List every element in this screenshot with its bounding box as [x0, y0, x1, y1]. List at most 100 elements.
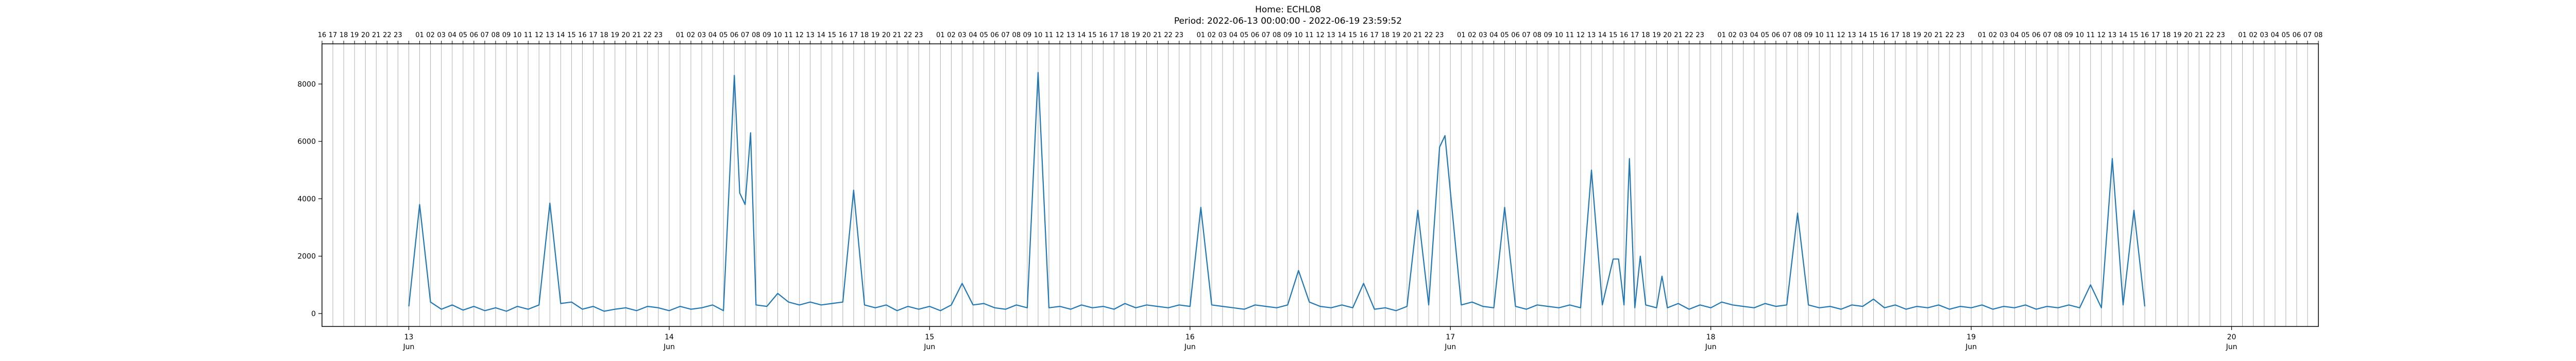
- top-hour-label: 20: [1142, 31, 1151, 39]
- top-hour-label: 10: [2075, 31, 2084, 39]
- series-line: [408, 72, 2146, 312]
- top-hour-label: 06: [1511, 31, 1520, 39]
- top-hour-label: 01: [1457, 31, 1466, 39]
- top-hour-label: 10: [1034, 31, 1043, 39]
- y-tick-label: 0: [311, 310, 316, 318]
- top-hour-label: 02: [1989, 31, 1997, 39]
- y-tick-label: 8000: [297, 80, 316, 89]
- top-hour-label: 16: [2141, 31, 2149, 39]
- top-hour-label: 19: [871, 31, 880, 39]
- top-hour-label: 16: [318, 31, 327, 39]
- top-hour-label: 08: [492, 31, 500, 39]
- top-hour-label: 08: [2314, 31, 2323, 39]
- top-hour-label: 09: [1023, 31, 1032, 39]
- x-tick-day-label: 14: [665, 333, 674, 341]
- top-hour-label: 11: [1305, 31, 1314, 39]
- top-hour-label: 15: [1348, 31, 1357, 39]
- top-hour-label: 19: [611, 31, 619, 39]
- top-hour-label: 06: [470, 31, 479, 39]
- top-hour-label: 17: [850, 31, 858, 39]
- top-hour-label: 20: [2184, 31, 2193, 39]
- top-hour-label: 21: [1935, 31, 1943, 39]
- top-hour-label: 15: [1869, 31, 1878, 39]
- top-hour-label: 21: [372, 31, 381, 39]
- top-hour-label: 18: [860, 31, 869, 39]
- top-hour-label: 13: [1066, 31, 1075, 39]
- x-tick-day-label: 20: [2227, 333, 2236, 341]
- top-hour-label: 05: [1240, 31, 1249, 39]
- top-hour-label: 04: [708, 31, 717, 39]
- top-hour-label: 16: [1620, 31, 1629, 39]
- top-hour-label: 16: [1359, 31, 1368, 39]
- top-hour-label: 09: [762, 31, 771, 39]
- top-hour-label: 10: [1815, 31, 1824, 39]
- top-hour-label: 04: [2010, 31, 2019, 39]
- top-hour-label: 11: [1566, 31, 1574, 39]
- top-hour-label: 09: [1283, 31, 1292, 39]
- top-hour-label: 11: [1826, 31, 1835, 39]
- top-hour-label: 03: [1999, 31, 2008, 39]
- top-hour-label: 18: [340, 31, 348, 39]
- top-hour-label: 12: [1837, 31, 1845, 39]
- top-hour-label: 14: [817, 31, 825, 39]
- top-hour-label: 22: [2206, 31, 2214, 39]
- top-hour-label: 18: [1121, 31, 1129, 39]
- top-hour-label: 22: [904, 31, 912, 39]
- top-hour-label: 13: [806, 31, 815, 39]
- top-hour-label: 14: [1337, 31, 1346, 39]
- top-hour-label: 03: [698, 31, 706, 39]
- top-hour-label: 08: [1533, 31, 1541, 39]
- top-hour-label: 20: [621, 31, 630, 39]
- top-hour-label: 19: [1652, 31, 1661, 39]
- top-hour-label: 21: [2195, 31, 2204, 39]
- top-hour-label: 18: [1641, 31, 1650, 39]
- top-hour-label: 11: [784, 31, 793, 39]
- top-hour-label: 14: [2119, 31, 2128, 39]
- top-hour-label: 20: [1924, 31, 1933, 39]
- top-hour-label: 20: [361, 31, 370, 39]
- top-hour-label: 18: [1902, 31, 1910, 39]
- top-hour-label: 18: [1381, 31, 1390, 39]
- top-hour-label: 23: [1696, 31, 1704, 39]
- top-hour-label: 17: [1110, 31, 1118, 39]
- top-hour-label: 05: [719, 31, 728, 39]
- top-hour-label: 19: [350, 31, 359, 39]
- top-hour-label: 17: [589, 31, 598, 39]
- top-hour-label: 04: [969, 31, 977, 39]
- x-tick-month-label: Jun: [1444, 343, 1456, 351]
- top-hour-label: 11: [524, 31, 533, 39]
- top-hour-label: 19: [1131, 31, 1140, 39]
- y-axis: 0 2000 4000 6000 8000: [297, 80, 322, 318]
- top-hour-label: 06: [730, 31, 739, 39]
- top-hour-label: 09: [502, 31, 511, 39]
- top-hour-label: 19: [2173, 31, 2182, 39]
- top-hour-label: 20: [1663, 31, 1672, 39]
- top-hour-label: 07: [1001, 31, 1010, 39]
- plot-frame: [321, 43, 2319, 327]
- top-hour-label: 23: [394, 31, 402, 39]
- top-hour-label: 09: [2064, 31, 2073, 39]
- top-hour-label: 03: [1739, 31, 1748, 39]
- top-hour-label: 07: [481, 31, 489, 39]
- x-tick-month-label: Jun: [663, 343, 675, 351]
- top-hour-label: 12: [535, 31, 544, 39]
- top-hour-label: 10: [513, 31, 522, 39]
- top-hour-label: 10: [773, 31, 782, 39]
- top-hour-label: 23: [1435, 31, 1444, 39]
- top-hour-label: 07: [1262, 31, 1270, 39]
- x-tick-month-label: Jun: [1184, 343, 1196, 351]
- hour-grid-lines: [321, 41, 2319, 326]
- top-hour-label: 17: [1891, 31, 1900, 39]
- top-hour-label: 07: [2303, 31, 2312, 39]
- x-tick-day-label: 15: [925, 333, 934, 341]
- top-hour-label: 01: [2238, 31, 2247, 39]
- top-hour-label: 23: [1175, 31, 1183, 39]
- top-hour-label: 18: [2162, 31, 2171, 39]
- top-hour-label: 19: [1392, 31, 1401, 39]
- top-hour-label: 17: [2151, 31, 2160, 39]
- top-hour-label: 06: [2293, 31, 2301, 39]
- top-hour-label: 22: [1945, 31, 1954, 39]
- top-hour-label: 04: [1489, 31, 1498, 39]
- top-hour-label: 13: [1848, 31, 1856, 39]
- top-hour-label: 03: [437, 31, 446, 39]
